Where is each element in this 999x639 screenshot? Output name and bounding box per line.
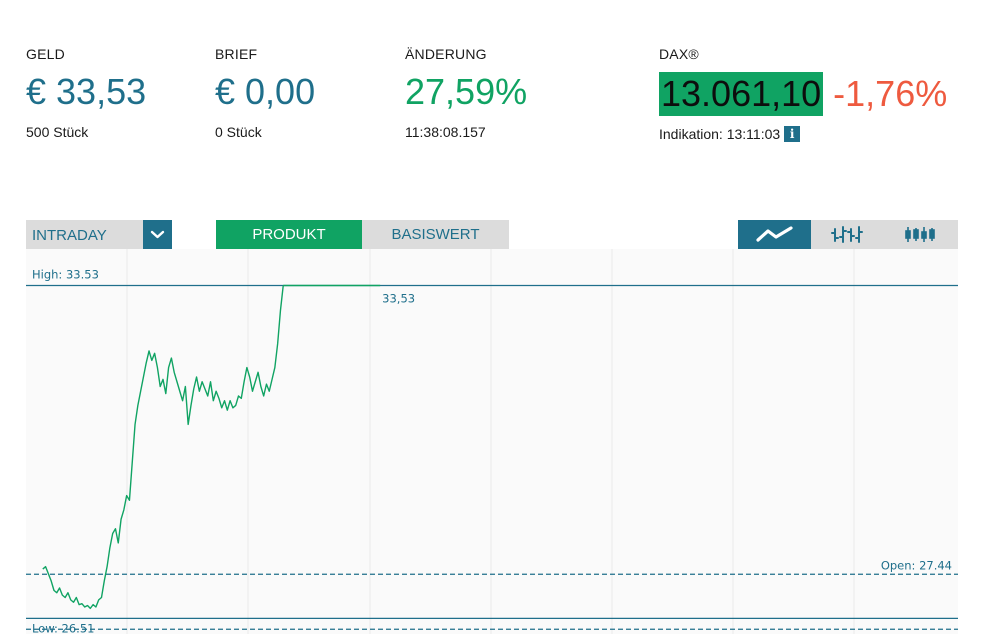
geld-value: € 33,53	[26, 71, 147, 112]
aenderung-block: ÄNDERUNG 27,59% 11:38:08.157	[405, 46, 527, 140]
dax-indication: Indikation: 13:11:03 i	[659, 126, 947, 142]
last-value-label: 33,53	[382, 292, 415, 306]
dax-label: DAX®	[659, 46, 699, 62]
tab-basiswert[interactable]: BASISWERT	[362, 220, 509, 249]
geld-label: GELD	[26, 46, 65, 62]
dax-indication-text: Indikation: 13:11:03	[659, 126, 781, 142]
dax-value-row: 13.061,10 -1,76%	[659, 72, 947, 116]
reference-lines	[26, 284, 958, 630]
aenderung-time: 11:38:08.157	[405, 124, 486, 140]
price-line	[42, 285, 284, 610]
candlestick-chart-icon[interactable]	[884, 220, 958, 249]
open-label: Open: 27.44	[881, 558, 952, 572]
brief-block: BRIEF € 0,00 0 Stück	[215, 46, 315, 140]
aenderung-label: ÄNDERUNG	[405, 46, 487, 62]
dax-change: -1,76%	[833, 73, 948, 114]
chart-grid	[126, 249, 855, 634]
brief-value: € 0,00	[215, 71, 316, 112]
dax-value: 13.061,10	[659, 72, 824, 116]
line-chart-icon[interactable]	[738, 220, 811, 249]
brief-quantity: 0 Stück	[215, 124, 262, 140]
brief-label: BRIEF	[215, 46, 258, 62]
high-label: High: 33.53	[32, 268, 99, 282]
info-icon[interactable]: i	[784, 126, 801, 142]
low-label: Low: 26.51	[32, 621, 94, 634]
range-select[interactable]: INTRADAY	[26, 220, 172, 249]
chevron-down-icon[interactable]	[143, 220, 172, 249]
chart-background	[26, 249, 958, 634]
ohlc-chart-icon[interactable]	[811, 220, 884, 249]
chart-toolbar: INTRADAY PRODUKT BASISWERT	[26, 220, 958, 249]
price-series	[42, 284, 381, 610]
tab-produkt[interactable]: PRODUKT	[216, 220, 362, 249]
geld-quantity: 500 Stück	[26, 124, 89, 140]
dax-block: DAX® 13.061,10 -1,76% Indikation: 13:11:…	[659, 46, 947, 142]
range-select-label: INTRADAY	[32, 227, 107, 244]
geld-block: GELD € 33,53 500 Stück	[26, 46, 146, 140]
aenderung-value: 27,59%	[405, 71, 528, 112]
